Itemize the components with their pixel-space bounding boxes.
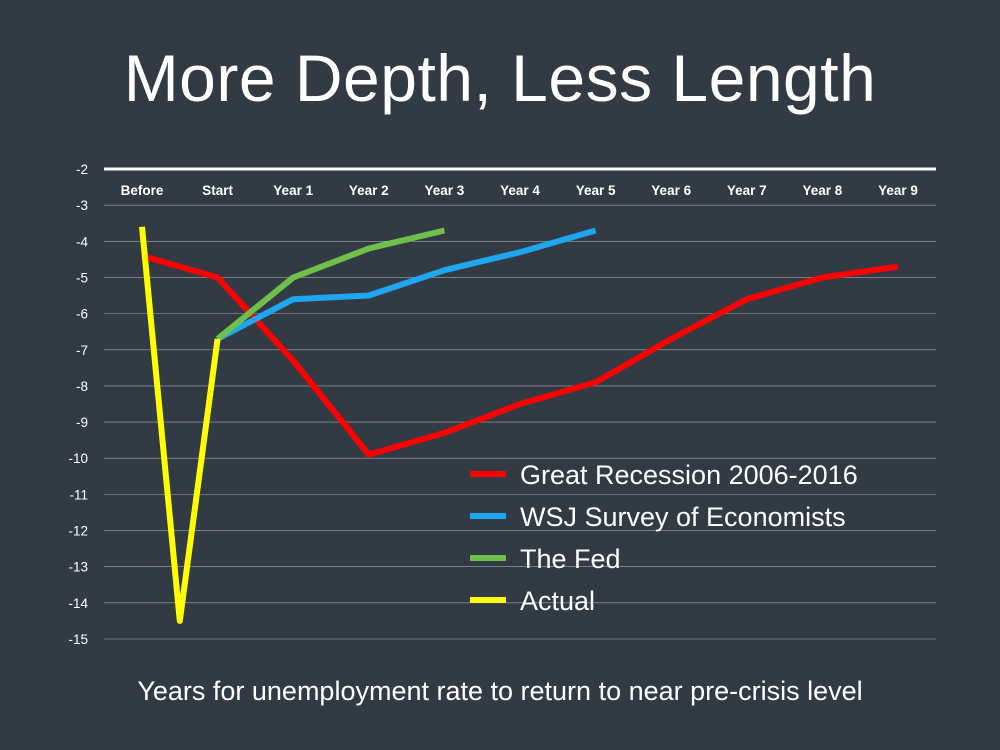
chart-subtitle: Years for unemployment rate to return to… — [137, 676, 863, 706]
series-line-1 — [216, 227, 597, 342]
x-category-label: Start — [202, 183, 233, 198]
y-axis-ticks: -2 -3 -4 -5 -6 -7 -8 -9 -10 -11 -12 -13 -14 -15 — [68, 162, 88, 647]
x-category-label: Year 8 — [803, 183, 843, 198]
y-tick-label: -6 — [76, 307, 88, 322]
legend-label: WSJ Survey of Economists — [520, 502, 846, 532]
series-lines — [139, 226, 899, 624]
series-line-0 — [141, 252, 899, 458]
legend-label: Great Recession 2006-2016 — [520, 460, 858, 490]
x-category-label: Year 6 — [651, 183, 691, 198]
legend-label: Actual — [520, 586, 595, 616]
y-tick-label: -15 — [68, 632, 88, 647]
y-tick-label: -7 — [76, 343, 88, 358]
y-tick-label: -13 — [68, 560, 88, 575]
series-line-3 — [139, 226, 221, 624]
y-tick-label: -10 — [68, 451, 88, 466]
x-category-label: Before — [121, 183, 164, 198]
x-category-label: Year 7 — [727, 183, 767, 198]
x-category-label: Year 9 — [878, 183, 918, 198]
y-tick-label: -4 — [76, 234, 88, 249]
legend-label: The Fed — [520, 544, 621, 574]
y-tick-label: -5 — [76, 270, 88, 285]
x-category-label: Year 5 — [576, 183, 616, 198]
y-tick-label: -2 — [76, 162, 88, 177]
y-tick-label: -8 — [76, 379, 88, 394]
x-category-label: Year 2 — [349, 183, 389, 198]
gridlines — [104, 167, 936, 640]
legend: Great Recession 2006-2016 WSJ Survey of E… — [470, 460, 858, 616]
x-category-label: Year 3 — [425, 183, 465, 198]
y-tick-label: -12 — [68, 524, 88, 539]
chart-title: More Depth, Less Length — [123, 41, 877, 115]
y-tick-label: -11 — [69, 487, 88, 502]
y-tick-label: -9 — [76, 415, 88, 430]
x-category-label: Year 4 — [500, 183, 540, 198]
x-axis-categories: Before Start Year 1 Year 2 Year 3 Year 4 Year … — [121, 183, 918, 198]
y-tick-label: -14 — [68, 596, 88, 611]
x-category-label: Year 1 — [273, 183, 313, 198]
y-tick-label: -3 — [76, 198, 88, 213]
series-line-2 — [215, 227, 446, 342]
